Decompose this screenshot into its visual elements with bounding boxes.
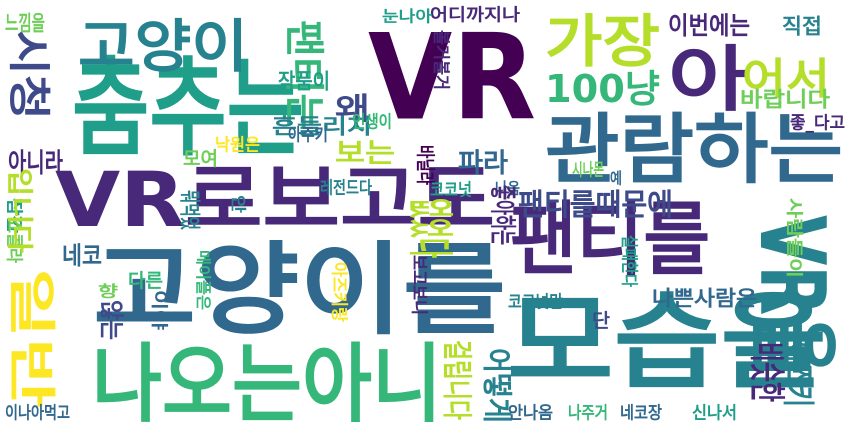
cloud-word: 레전드다 — [320, 178, 372, 198]
cloud-word: 메이플은 — [194, 250, 212, 310]
cloud-word: 아주키 — [288, 125, 328, 145]
cloud-word: 안 — [229, 195, 247, 213]
cloud-word: 비슷한 — [746, 342, 788, 402]
cloud-word: 나오는아니 — [92, 336, 442, 425]
cloud-word: 볼거볼거 — [431, 30, 451, 90]
cloud-word: 안나옴 — [508, 403, 553, 423]
cloud-word: 작품이 — [278, 70, 330, 94]
cloud-word: 바랍니다 — [740, 88, 831, 112]
cloud-word: 좋아하는 — [487, 185, 518, 245]
cloud-word: 네코장 — [620, 403, 662, 423]
cloud-word: 아즈키랑 — [329, 262, 349, 322]
cloud-word: 시청 — [3, 30, 53, 120]
cloud-word: 단 — [592, 310, 611, 332]
cloud-word: 어떻게 — [478, 348, 513, 423]
cloud-word: 다른 — [128, 270, 163, 292]
cloud-word: VR을 — [739, 215, 844, 375]
cloud-word: 파라 — [458, 148, 509, 179]
cloud-word: 모여 — [183, 148, 218, 170]
cloud-word: 인생이 — [352, 112, 392, 132]
cloud-word: 않는 — [97, 300, 126, 340]
cloud-word: 걸립니다 — [438, 340, 473, 420]
cloud-word: 네코 — [62, 241, 102, 270]
cloud-word: 팬티를 — [510, 193, 710, 287]
cloud-word: 뭐먹었 — [177, 190, 201, 230]
cloud-word: 나쁜사람은 — [652, 287, 757, 311]
cloud-word: 어서 — [742, 54, 830, 104]
cloud-word: 가장 — [545, 9, 660, 75]
cloud-word: 쇼콜라 — [4, 218, 24, 263]
cloud-word: 고양이 — [78, 14, 248, 80]
cloud-word: 아니라 — [8, 148, 63, 179]
cloud-word: 왜 — [335, 92, 370, 127]
cloud-word: 시나몬 — [572, 160, 604, 180]
cloud-word: 이번에는 — [668, 11, 750, 40]
cloud-word: 눈나아 — [382, 8, 432, 26]
cloud-word: 아 — [668, 38, 750, 121]
cloud-word: 잠깐 — [4, 198, 24, 233]
cloud-word: 이나아먹고 — [5, 403, 70, 423]
cloud-word: 일반 — [3, 268, 58, 408]
cloud-word: 코코넛만 — [508, 292, 563, 312]
cloud-word: 고양이를 — [93, 231, 506, 348]
cloud-word: 사람들이 — [784, 198, 805, 278]
cloud-word: 춤추는 — [72, 47, 304, 171]
cloud-word: 모습을 — [507, 282, 827, 404]
cloud-word: 향 — [98, 283, 118, 301]
cloud-word: 예 — [610, 170, 622, 188]
cloud-word: 보고보니 — [409, 255, 429, 315]
cloud-word: 실패한다 — [619, 235, 639, 287]
cloud-word: 어디까지나 — [430, 5, 520, 25]
cloud-word: 직접 — [782, 15, 822, 39]
cloud-word: 낙원은 — [215, 135, 260, 155]
cloud-word: 팬티는 — [280, 20, 326, 130]
cloud-word: 관람하는 — [545, 105, 843, 194]
cloud-word: 흔들리지 — [272, 115, 372, 139]
cloud-word: 100냥 — [545, 67, 660, 111]
cloud-word: 좋_다고 — [790, 113, 845, 133]
cloud-word: 바닐라 — [414, 145, 436, 185]
cloud-word: VR로보고도 — [55, 155, 495, 244]
cloud-word: 입니다 — [4, 168, 35, 254]
cloud-word: 아즈키 — [779, 342, 817, 407]
cloud-word: 팬티를때문에 — [518, 188, 673, 223]
cloud-word: 신나서 — [692, 403, 737, 423]
cloud-word: 나옴 — [495, 180, 520, 198]
cloud-word: 느낌을 — [5, 12, 45, 36]
cloud-word: 없었다 — [404, 198, 457, 258]
cloud-word: 이야 — [149, 290, 169, 330]
cloud-word: 나주거 — [568, 403, 608, 423]
cloud-word: 코코넛 — [430, 180, 472, 200]
cloud-word: 보는 — [335, 138, 395, 169]
cloud-word: VR — [368, 9, 536, 147]
